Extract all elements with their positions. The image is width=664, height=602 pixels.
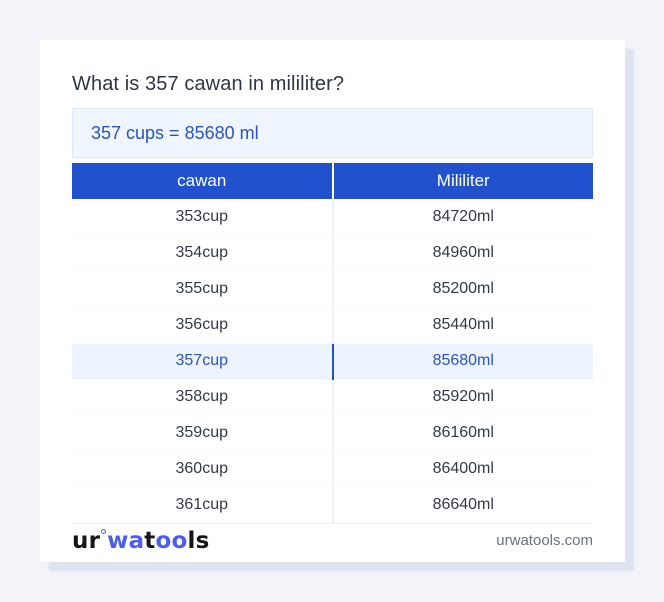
cawan-cell: 361cup [72, 487, 334, 524]
cawan-cell: 358cup [72, 379, 334, 416]
table-row: 359cup 86160ml [72, 415, 593, 452]
logo-text-ur: ur [72, 527, 101, 554]
page-title: What is 357 cawan in mililiter? [72, 73, 345, 95]
table-row: 360cup 86400ml [72, 451, 593, 488]
mililiter-cell: 85680ml [332, 343, 593, 380]
mililiter-cell: 85920ml [332, 379, 593, 416]
site-domain-text: urwatools.com [496, 532, 593, 550]
cawan-cell: 356cup [72, 307, 334, 344]
logo-text-oo: oo [155, 527, 188, 554]
logo-text-wa: wa [107, 527, 145, 554]
mililiter-cell: 86160ml [332, 415, 593, 452]
urwatools-logo[interactable]: ur watools [72, 528, 210, 554]
mililiter-cell: 85200ml [332, 271, 593, 308]
conversion-table-body: 353cup 84720ml 354cup 84960ml 355cup 85200ml 3… [72, 199, 593, 524]
logo-text-ls: ls [187, 527, 210, 554]
cawan-cell: 359cup [72, 415, 334, 452]
logo-ring-icon [101, 528, 107, 534]
card-footer: ur watools urwatools.com [72, 524, 593, 563]
table-row: 354cup 84960ml [72, 235, 593, 272]
mililiter-cell: 85440ml [332, 307, 593, 344]
logo-text-t: t [144, 527, 156, 554]
column-header-cawan: cawan [72, 163, 334, 199]
table-row: 356cup 85440ml [72, 307, 593, 344]
column-header-mililiter: Mililiter [332, 163, 593, 199]
mililiter-cell: 84960ml [332, 235, 593, 272]
converter-card: What is 357 cawan in mililiter? 357 cups… [40, 40, 625, 562]
mililiter-cell: 84720ml [332, 199, 593, 236]
cawan-cell: 355cup [72, 271, 334, 308]
conversion-table-header: cawan Mililiter [72, 163, 593, 199]
header-row: cawan Mililiter [72, 163, 593, 199]
cawan-cell: 360cup [72, 451, 334, 488]
conversion-result-box: 357 cups = 85680 ml [72, 108, 593, 158]
cawan-cell: 354cup [72, 235, 334, 272]
conversion-table: cawan Mililiter 353cup 84720ml 354cup 84960… [72, 163, 593, 524]
table-row: 358cup 85920ml [72, 379, 593, 416]
conversion-result-text: 357 cups = 85680 ml [91, 122, 259, 143]
table-row: 353cup 84720ml [72, 199, 593, 236]
mililiter-cell: 86400ml [332, 451, 593, 488]
mililiter-cell: 86640ml [332, 487, 593, 524]
table-row: 355cup 85200ml [72, 271, 593, 308]
cawan-cell: 357cup [72, 343, 334, 380]
table-row: 361cup 86640ml [72, 487, 593, 524]
table-row: 357cup 85680ml [72, 343, 593, 380]
cawan-cell: 353cup [72, 199, 334, 236]
